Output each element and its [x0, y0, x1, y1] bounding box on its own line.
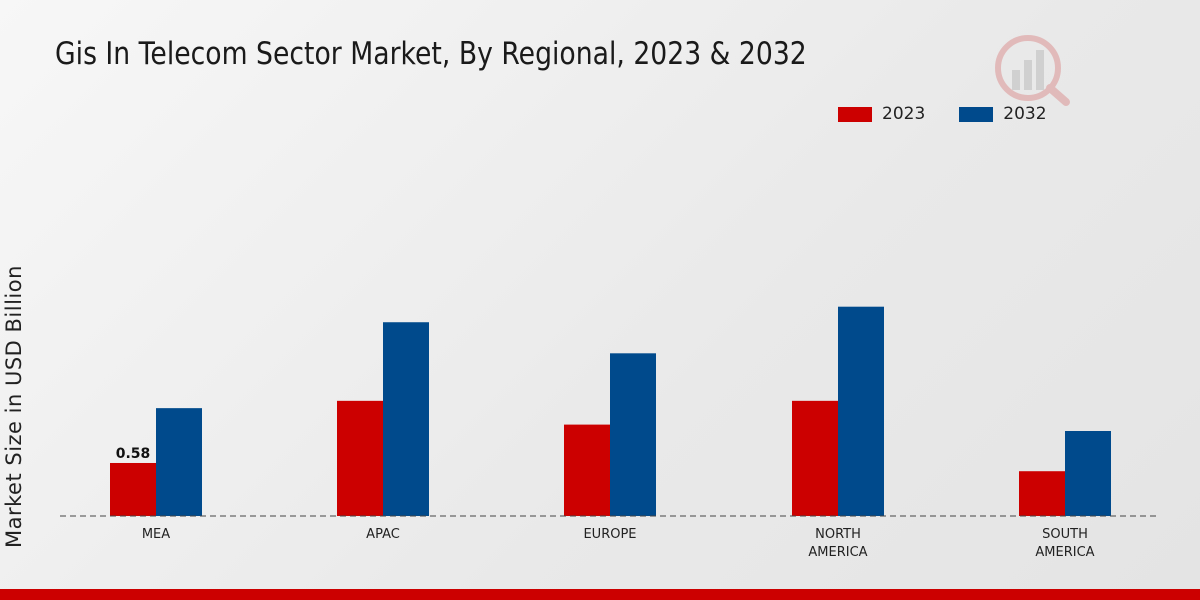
x-tick-label: EUROPE: [583, 527, 636, 542]
chart-title: Gis In Telecom Sector Market, By Regiona…: [55, 36, 807, 72]
bar-2023-europe: [564, 424, 610, 516]
x-tick-label: SOUTH: [1042, 527, 1088, 542]
bar-2032-mea: [156, 408, 202, 516]
bar-2023-apac: [337, 400, 383, 516]
legend-swatch-2023: [838, 106, 872, 122]
legend: 2023 2032: [838, 104, 1047, 124]
legend-swatch-2032: [959, 106, 994, 122]
watermark-logo-icon: [995, 35, 1070, 106]
legend-item-2032: 2032: [959, 104, 1047, 124]
x-tick-label: MEA: [142, 527, 170, 542]
legend-label-2032: 2032: [1003, 104, 1047, 124]
bar-2032-south-america: [1065, 430, 1111, 516]
legend-item-2023: 2023: [838, 104, 925, 124]
bar-2032-europe: [610, 353, 656, 516]
bar-2023-mea: [110, 462, 156, 516]
x-tick-label: AMERICA: [1035, 545, 1094, 560]
bar-2032-north-america: [838, 306, 884, 516]
bar-2032-apac: [383, 322, 429, 516]
footer-bar: [0, 589, 1200, 600]
data-label: 0.58: [116, 446, 151, 462]
x-tick-label: AMERICA: [808, 545, 867, 560]
bar-2023-north-america: [792, 400, 838, 516]
legend-label-2023: 2023: [882, 104, 926, 124]
x-tick-label: NORTH: [815, 527, 861, 542]
x-tick-label: APAC: [366, 527, 400, 542]
bar-2023-south-america: [1019, 471, 1065, 516]
